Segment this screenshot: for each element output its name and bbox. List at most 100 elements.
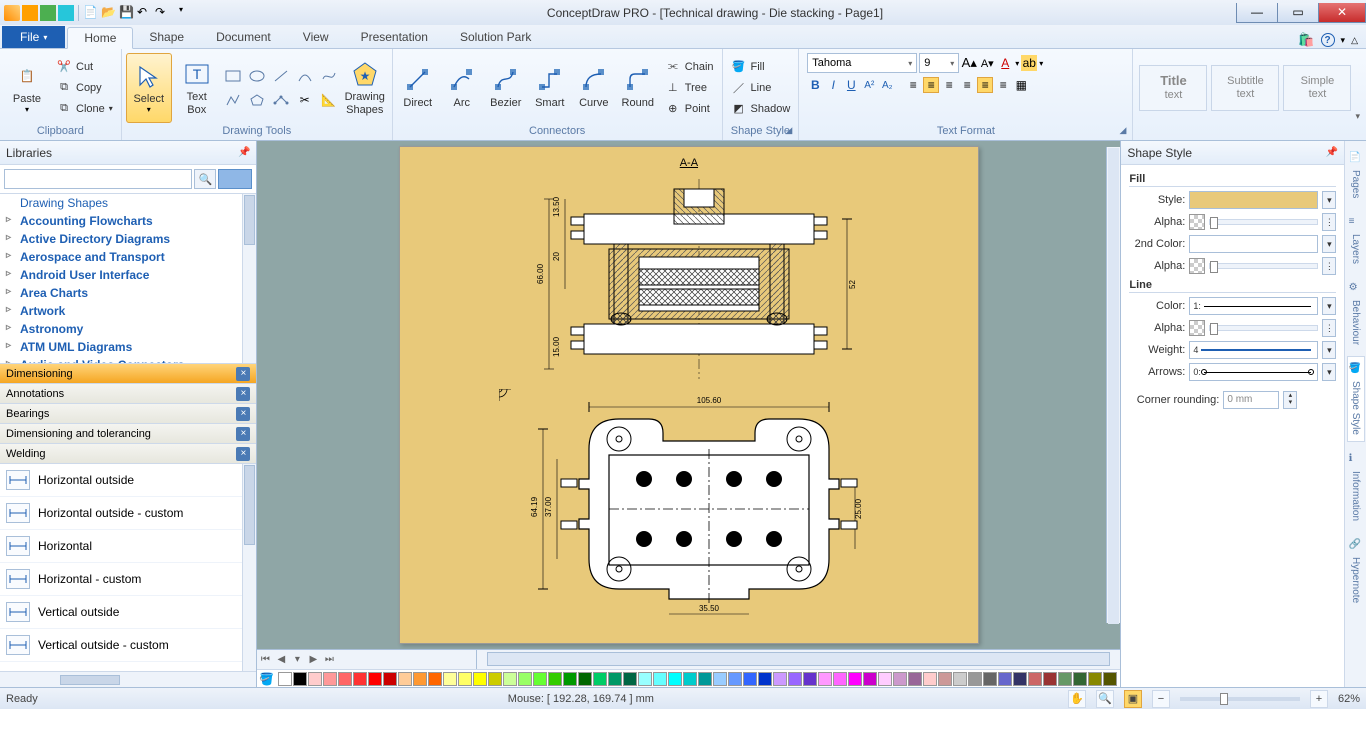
color-swatch[interactable] — [668, 672, 682, 686]
open-icon[interactable]: 📂 — [101, 5, 117, 21]
pin-icon-right[interactable]: 📌 — [1326, 147, 1338, 158]
font-combo[interactable]: Tahoma▾ — [807, 53, 917, 73]
lib-tree-item[interactable]: Artwork — [0, 302, 242, 320]
color-swatch[interactable] — [353, 672, 367, 686]
close-stencil-icon[interactable]: × — [236, 387, 250, 401]
color-swatch[interactable] — [1088, 672, 1102, 686]
connector-arc[interactable]: Arc — [441, 53, 483, 123]
color-swatch[interactable] — [998, 672, 1012, 686]
left-hscroll[interactable] — [0, 671, 256, 687]
tab-view[interactable]: View — [287, 26, 345, 48]
qat-icon-2[interactable] — [40, 5, 56, 21]
subtitle-text-button[interactable]: Subtitletext — [1211, 65, 1279, 111]
stencil-item[interactable]: Horizontal - custom — [0, 563, 242, 596]
color-swatch[interactable] — [503, 672, 517, 686]
stencil-item[interactable]: Vertical outside - custom — [0, 629, 242, 662]
stencil-tab[interactable]: Annotations× — [0, 384, 256, 404]
drawing-shapes-button[interactable]: ★ Drawing Shapes — [342, 53, 388, 123]
tree-button[interactable]: ⊥Tree — [661, 78, 718, 98]
lib-tree-item[interactable]: Area Charts — [0, 284, 242, 302]
color-swatch[interactable] — [1013, 672, 1027, 686]
textbox-button[interactable]: T Text Box — [174, 53, 220, 123]
lib-tree-item[interactable]: ATM UML Diagrams — [0, 338, 242, 356]
store-icon[interactable]: 🛍️ — [1298, 32, 1314, 48]
stencil-scrollbar[interactable] — [242, 464, 256, 671]
fill-button[interactable]: 🪣Fill — [727, 57, 795, 77]
color-swatch[interactable] — [398, 672, 412, 686]
sheet-next[interactable]: ▶ — [305, 654, 321, 665]
close-stencil-icon[interactable]: × — [236, 447, 250, 461]
lib-tree-item[interactable]: Aerospace and Transport — [0, 248, 242, 266]
cut-button[interactable]: ✂️Cut — [52, 57, 117, 77]
align-top-icon[interactable]: ≡ — [959, 77, 975, 93]
shadow-button[interactable]: ◩Shadow — [727, 99, 795, 119]
lib-tree-item[interactable]: Active Directory Diagrams — [0, 230, 242, 248]
preview-toggle-button[interactable] — [218, 169, 252, 189]
corner-rounding-field[interactable]: 0 mm — [1223, 391, 1279, 409]
title-text-button[interactable]: Titletext — [1139, 65, 1207, 111]
underline-icon[interactable]: U — [843, 77, 859, 93]
subscript-icon[interactable]: A₂ — [879, 77, 895, 93]
color-swatch[interactable] — [728, 672, 742, 686]
color-swatch[interactable] — [623, 672, 637, 686]
sheet-menu[interactable]: ▾ — [289, 654, 305, 665]
color-swatch[interactable] — [593, 672, 607, 686]
canvas-viewport[interactable]: A-A 66.00 13.50 20 15. — [257, 141, 1120, 649]
font-color-icon[interactable]: A — [997, 55, 1013, 71]
color-swatch[interactable] — [863, 672, 877, 686]
edit-points-tool[interactable] — [270, 89, 292, 111]
qat-icon-3[interactable] — [58, 5, 74, 21]
edge-tab-behaviour[interactable]: ⚙Behaviour — [1347, 275, 1365, 352]
color-swatch[interactable] — [878, 672, 892, 686]
align-center-icon[interactable]: ≡ — [923, 77, 939, 93]
polygon-tool[interactable] — [246, 89, 268, 111]
search-button[interactable]: 🔍 — [194, 169, 216, 189]
color-swatch[interactable] — [1103, 672, 1117, 686]
line-color-field[interactable]: 1: — [1189, 297, 1318, 315]
text-format-launcher[interactable]: ◢ — [1120, 125, 1127, 136]
edge-tab-pages[interactable]: 📄Pages — [1347, 145, 1365, 205]
simple-text-button[interactable]: Simpletext — [1283, 65, 1351, 111]
corner-spinner[interactable]: ▴▾ — [1283, 391, 1297, 409]
qat-icon-1[interactable] — [22, 5, 38, 21]
expand-ribbon-icon[interactable]: △ — [1351, 35, 1358, 46]
sheet-prev[interactable]: ◀ — [273, 654, 289, 665]
fill-alpha-slider[interactable] — [1209, 219, 1318, 225]
fill-style-field[interactable] — [1189, 191, 1318, 209]
lib-tree-item[interactable]: Android User Interface — [0, 266, 242, 284]
line-tool[interactable] — [270, 65, 292, 87]
ruler-tool[interactable]: 📐 — [318, 89, 340, 111]
italic-icon[interactable]: I — [825, 77, 841, 93]
stencil-tab[interactable]: Dimensioning× — [0, 364, 256, 384]
zoom-out-icon[interactable]: − — [1152, 690, 1170, 708]
second-color-field[interactable] — [1189, 235, 1318, 253]
polyline-tool[interactable] — [222, 89, 244, 111]
color-swatch[interactable] — [308, 672, 322, 686]
color-swatch[interactable] — [413, 672, 427, 686]
color-swatch[interactable] — [953, 672, 967, 686]
color-swatch[interactable] — [743, 672, 757, 686]
color-swatch[interactable] — [818, 672, 832, 686]
fill-style-dd[interactable]: ▾ — [1322, 191, 1336, 209]
bold-icon[interactable]: B — [807, 77, 823, 93]
color-picker-icon[interactable]: 🪣 — [259, 672, 274, 686]
color-swatch[interactable] — [278, 672, 292, 686]
color-swatch[interactable] — [773, 672, 787, 686]
point-button[interactable]: ⊕Point — [661, 99, 718, 119]
color-swatch[interactable] — [713, 672, 727, 686]
color-swatch[interactable] — [968, 672, 982, 686]
color-swatch[interactable] — [368, 672, 382, 686]
color-swatch[interactable] — [908, 672, 922, 686]
save-icon[interactable]: 💾 — [119, 5, 135, 21]
edge-tab-layers[interactable]: ≡Layers — [1347, 209, 1365, 271]
connector-round[interactable]: Round — [617, 53, 659, 123]
color-swatch[interactable] — [293, 672, 307, 686]
stencil-tab[interactable]: Dimensioning and tolerancing× — [0, 424, 256, 444]
ellipse-tool[interactable] — [246, 65, 268, 87]
align-bottom-icon[interactable]: ≡ — [995, 77, 1011, 93]
stencil-item[interactable]: Horizontal outside — [0, 464, 242, 497]
lib-tree-item[interactable]: Astronomy — [0, 320, 242, 338]
tab-document[interactable]: Document — [200, 26, 287, 48]
color-swatch[interactable] — [518, 672, 532, 686]
close-stencil-icon[interactable]: × — [236, 367, 250, 381]
